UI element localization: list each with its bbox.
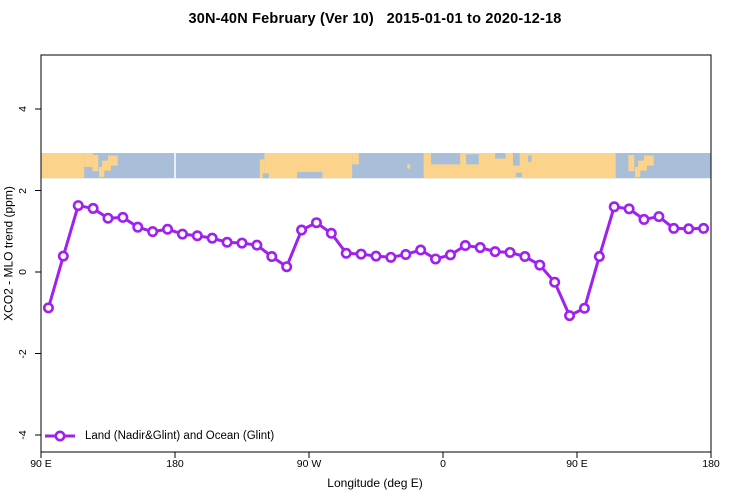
map-land-korea (92, 155, 99, 172)
map-land-kyushu-2 (635, 166, 641, 178)
map-land-asia-main (41, 153, 85, 179)
data-point-0-13 (236, 237, 248, 249)
map-water-persian-gulf (515, 172, 522, 178)
map-land-namerica-west-coast (259, 159, 265, 179)
data-point-0-42 (668, 222, 680, 234)
data-point-0-8 (162, 223, 174, 235)
legend-marker-icon (45, 430, 75, 442)
data-point-0-11 (206, 232, 218, 244)
x-tick-label-3: 0 (440, 458, 446, 470)
data-point-0-28 (459, 240, 471, 252)
data-point-0-38 (608, 201, 620, 213)
data-point-0-32 (519, 251, 531, 263)
data-point-0-37 (593, 251, 605, 263)
data-point-0-5 (117, 211, 129, 223)
data-point-0-30 (489, 246, 501, 258)
map-water-aral-sea (527, 155, 532, 162)
data-point-0-40 (638, 213, 650, 225)
map-water-caspian-sea (512, 153, 520, 166)
data-point-0-22 (370, 250, 382, 262)
x-tick-label-4: 90 E (566, 458, 588, 470)
data-point-0-2 (72, 200, 84, 212)
legend: Land (Nadir&Glint) and Ocean (Glint) (44, 429, 274, 443)
data-point-0-6 (132, 221, 144, 233)
data-point-0-20 (340, 247, 352, 259)
map-water-gulf-of-california (262, 173, 269, 179)
data-point-0-43 (683, 223, 695, 235)
data-point-0-27 (444, 249, 456, 261)
map-land-korea-2 (628, 155, 635, 172)
map-water-west-mediterranean (431, 153, 461, 165)
data-point-0-3 (87, 202, 99, 214)
data-point-0-33 (534, 259, 546, 271)
data-point-0-25 (415, 244, 427, 256)
map-land-namerica-east-coast (352, 153, 359, 165)
x-axis-label: Longitude (deg E) (327, 476, 423, 490)
map-land-azores-madeira (407, 164, 411, 169)
data-point-0-41 (653, 211, 665, 223)
map-water-east-mediterranean (466, 154, 479, 165)
data-point-0-14 (251, 239, 263, 251)
data-point-0-36 (578, 302, 590, 314)
data-point-0-16 (281, 261, 293, 273)
data-point-0-34 (549, 276, 561, 288)
data-point-0-15 (266, 251, 278, 263)
map-land-honshu-east-2 (644, 155, 654, 166)
data-point-0-21 (355, 248, 367, 260)
map-land-china-coast (84, 153, 94, 167)
data-point-0-23 (385, 251, 397, 263)
map-land-honshu-east (108, 155, 118, 166)
data-point-0-1 (57, 250, 69, 262)
x-tick-label-0: 90 E (30, 458, 52, 470)
chart-title: 30N-40N February (Ver 10) 2015-01-01 to … (188, 11, 562, 27)
data-point-0-12 (221, 236, 233, 248)
y-axis-label: XCO2 - MLO trend (ppm) (1, 186, 16, 321)
data-point-0-7 (147, 226, 159, 238)
map-water-black-sea (495, 153, 506, 159)
y-tick-label-3: -2 (17, 348, 29, 359)
data-point-0-26 (430, 253, 442, 265)
data-point-0-17 (296, 224, 308, 236)
data-point-0-39 (623, 203, 635, 215)
y-tick-label-1: 2 (17, 187, 29, 194)
data-point-0-10 (191, 230, 203, 242)
data-point-0-35 (564, 310, 576, 322)
y-tick-label-4: -4 (17, 430, 29, 440)
map-water-gulf-of-mexico (297, 171, 323, 179)
x-tick-label-2: 90 W (296, 458, 322, 470)
map-land-italy (460, 154, 467, 169)
y-tick-label-2: 0 (17, 269, 29, 275)
legend-label: Land (Nadir&Glint) and Ocean (Glint) (85, 430, 275, 442)
data-point-0-9 (176, 228, 188, 240)
data-point-0-0 (42, 302, 54, 314)
x-tick-label-1: 180 (166, 458, 184, 470)
x-tick-label-5: 180 (702, 458, 720, 470)
data-point-0-29 (474, 242, 486, 254)
data-point-0-24 (400, 248, 412, 260)
data-point-0-18 (310, 217, 322, 229)
data-point-0-44 (698, 222, 710, 234)
map-land-honshu-west-2 (638, 160, 647, 171)
data-point-0-4 (102, 212, 114, 224)
map-land-honshu-west (102, 160, 111, 171)
data-point-0-19 (325, 227, 337, 239)
map-land-kyushu (99, 166, 105, 178)
y-tick-label-0: 4 (17, 106, 29, 112)
plot-box (40, 54, 712, 453)
data-point-0-31 (504, 246, 516, 258)
